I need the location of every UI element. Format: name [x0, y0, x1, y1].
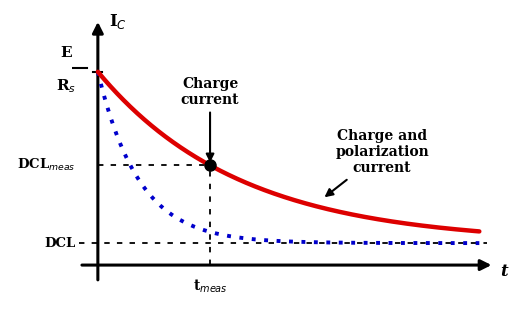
Text: t$_{meas}$: t$_{meas}$	[193, 277, 227, 295]
Text: DCL: DCL	[44, 236, 75, 250]
Text: I$_C$: I$_C$	[109, 12, 127, 31]
Text: DCL$_{meas}$: DCL$_{meas}$	[17, 157, 75, 173]
Text: Charge and
polarization
current: Charge and polarization current	[326, 129, 429, 196]
Text: E: E	[60, 46, 72, 60]
Text: t: t	[500, 263, 507, 280]
Text: Charge
current: Charge current	[181, 77, 239, 160]
Text: R$_s$: R$_s$	[56, 77, 76, 95]
